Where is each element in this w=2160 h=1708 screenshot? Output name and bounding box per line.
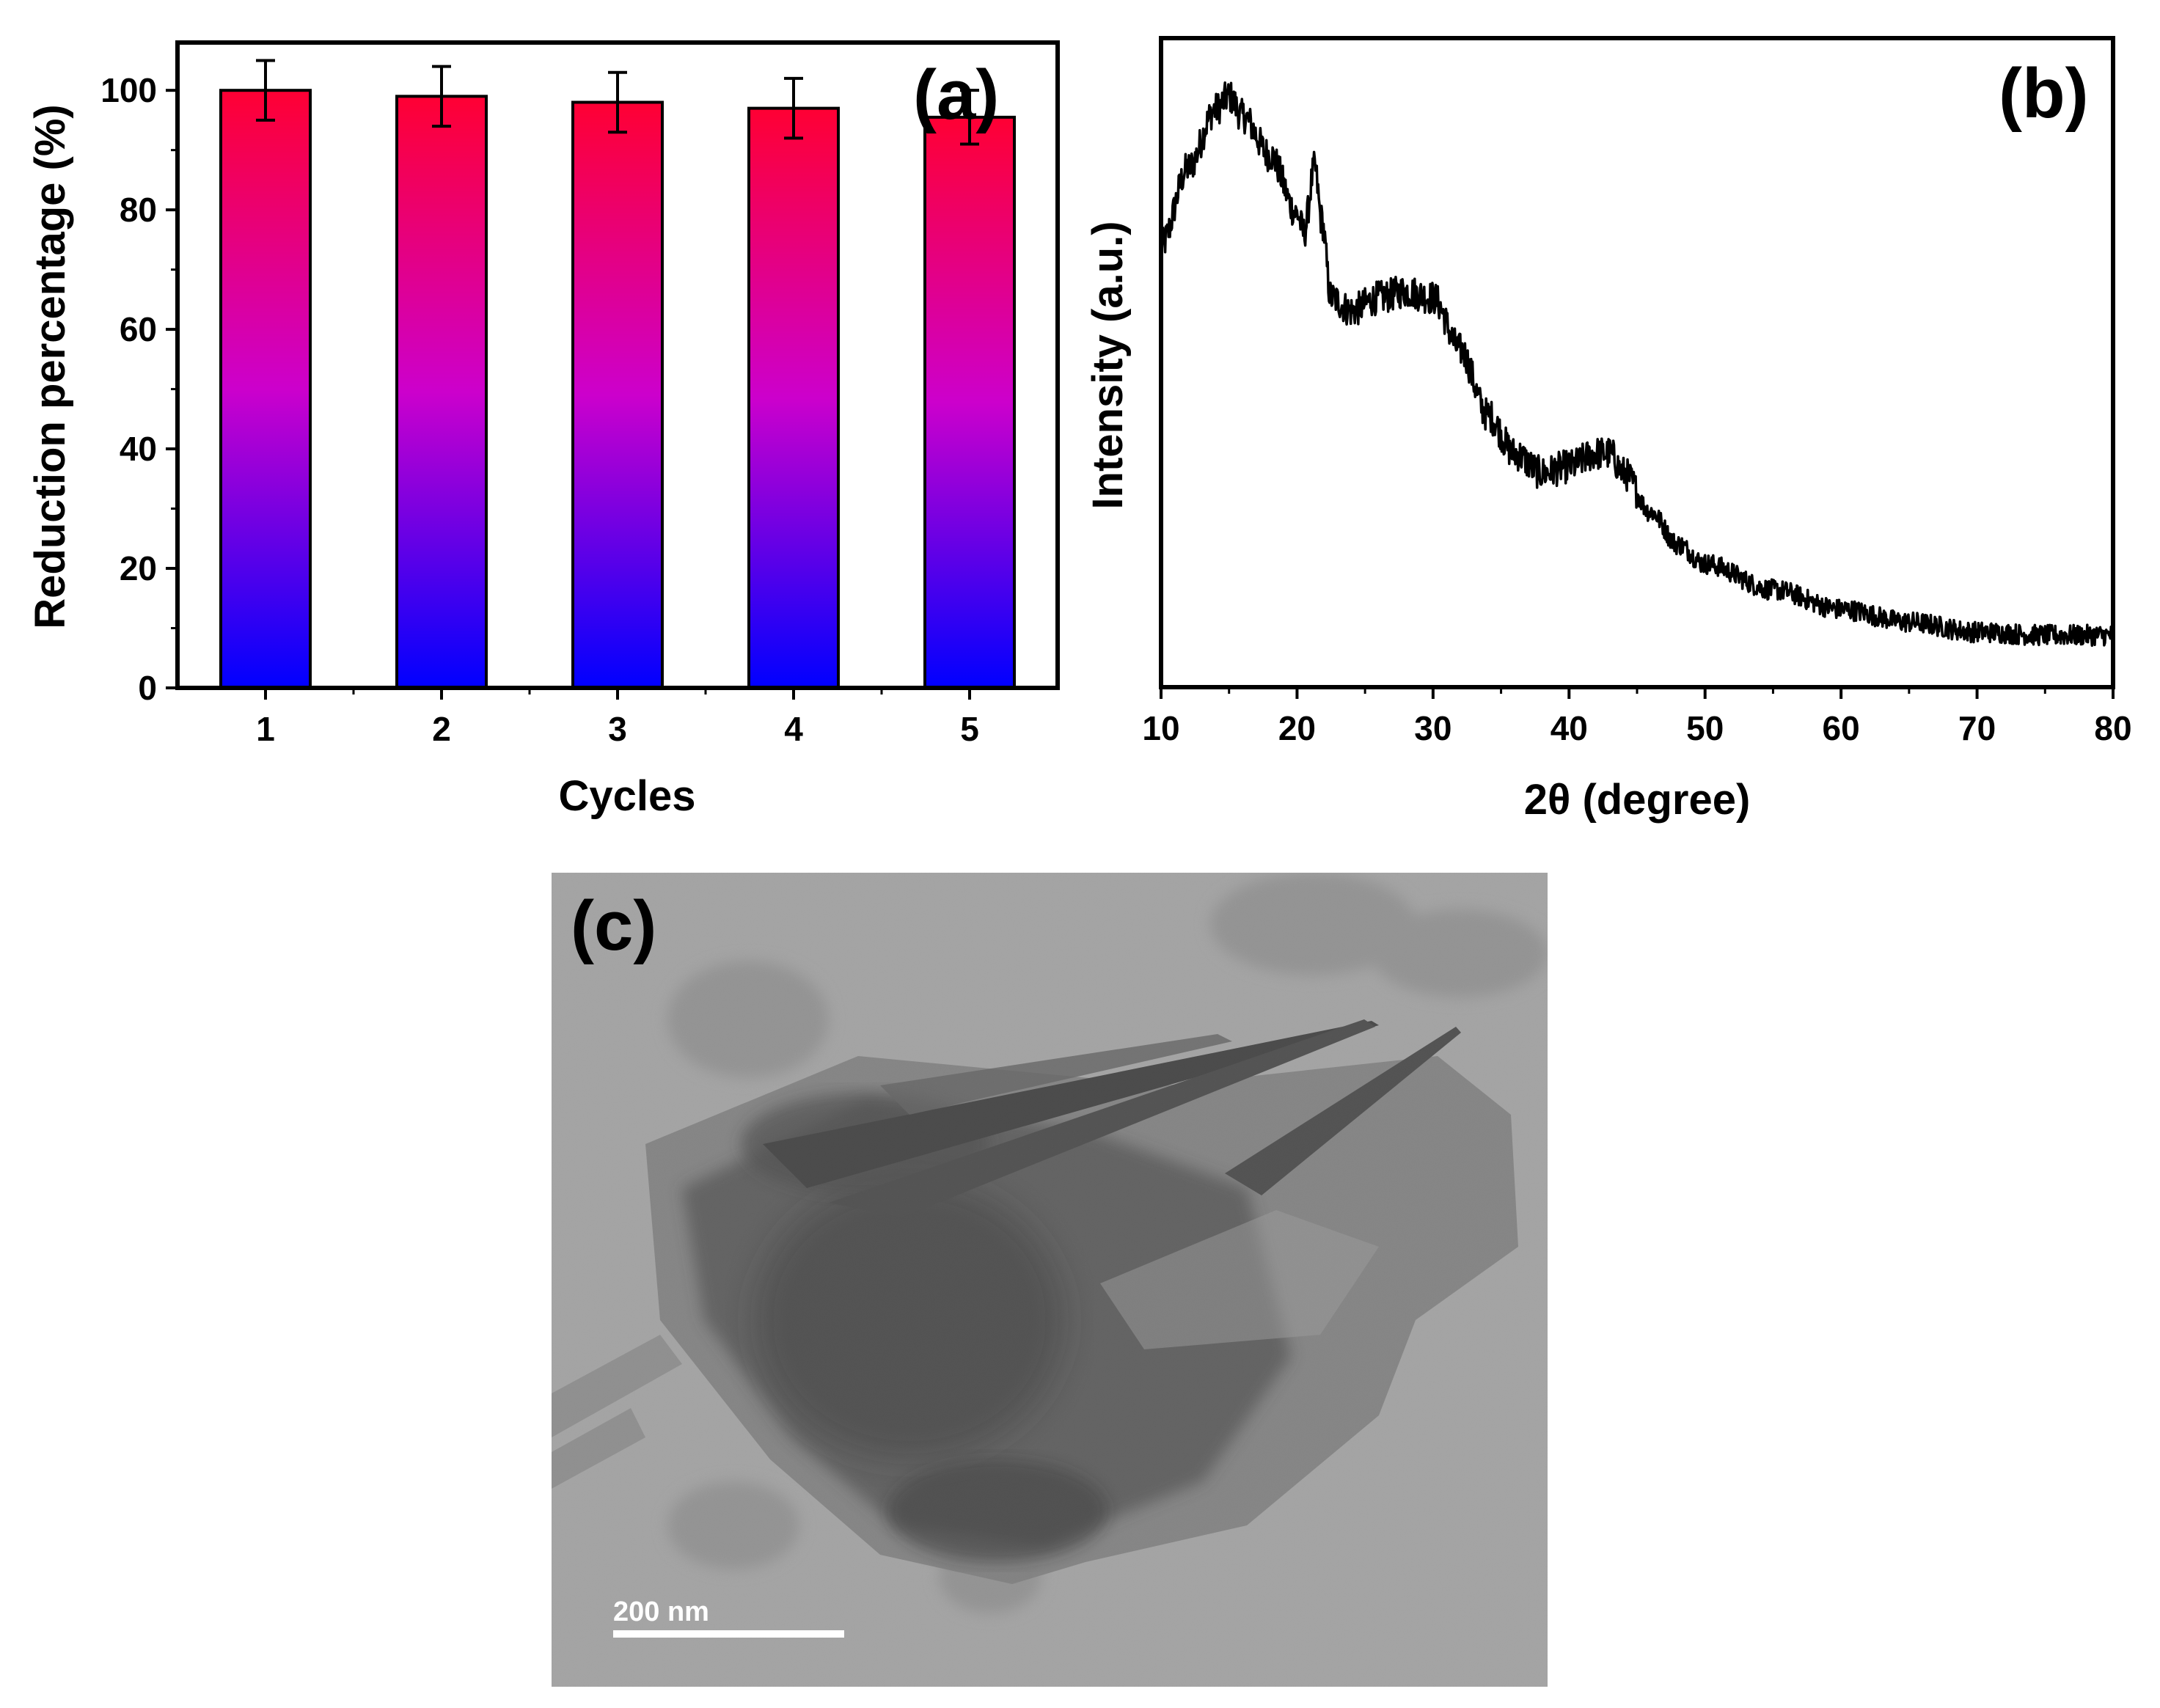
panel-b-y-axis-title: Intensity (a.u.) <box>1084 221 1132 509</box>
x-tick-label: 30 <box>1414 709 1451 747</box>
x-tick-label: 3 <box>608 710 627 748</box>
panel-a-bars <box>219 89 1016 690</box>
panel-b-axes-frame <box>1159 36 2115 689</box>
bar-cycle-5 <box>923 115 1016 689</box>
x-tick-label: 50 <box>1686 709 1724 747</box>
bar-cycle-2 <box>395 95 488 690</box>
y-tick-label: 20 <box>120 549 157 587</box>
panel-b-xrd-line <box>1160 81 2114 648</box>
panel-a-bar-chart: 1 2 3 4 5 0 20 40 60 80 100 (a) Cycles Reduction p… <box>26 40 1060 820</box>
y-tick-label: 80 <box>120 191 157 229</box>
x-tick-label: 40 <box>1551 709 1588 747</box>
panel-a-y-axis-title: Reduction percentage (%) <box>26 104 74 628</box>
panel-c-label: (c) <box>571 887 656 965</box>
x-tick-label: 2 <box>432 710 451 748</box>
bar-cycle-4 <box>747 106 840 689</box>
panel-a-error-bars <box>256 59 979 146</box>
panel-b-label: (b) <box>1999 54 2089 133</box>
panel-a-x-axis-title: Cycles <box>558 772 695 820</box>
y-tick-label: 60 <box>120 310 157 348</box>
x-tick-label: 1 <box>256 710 275 748</box>
x-tick-label: 80 <box>2094 709 2131 747</box>
x-tick-label: 4 <box>784 710 803 748</box>
panel-b-ticks: 10 20 30 40 50 60 70 80 <box>1142 687 2132 747</box>
panel-c-tem-image: 200 nm (c) <box>552 873 1548 1687</box>
y-tick-label: 40 <box>120 430 157 468</box>
tem-scale-bar <box>613 1630 844 1638</box>
x-tick-label: 5 <box>960 710 979 748</box>
bar-cycle-1 <box>219 89 312 690</box>
tem-grain <box>552 873 1548 1687</box>
x-tick-label: 20 <box>1278 709 1316 747</box>
panel-b-line-chart: 10 20 30 40 50 60 70 80 (b) 2θ (degree) Intensi… <box>1084 36 2132 824</box>
panel-a-label: (a) <box>913 56 999 134</box>
panel-b-x-axis-title: 2θ (degree) <box>1524 776 1751 824</box>
panel-a-ticks: 1 2 3 4 5 0 20 40 60 80 100 <box>100 71 979 748</box>
tem-scale-bar-label: 200 nm <box>613 1597 709 1627</box>
x-tick-label: 70 <box>1958 709 1996 747</box>
bar-cycle-3 <box>571 100 664 689</box>
x-tick-label: 10 <box>1142 709 1179 747</box>
x-tick-label: 60 <box>1823 709 1860 747</box>
y-tick-label: 100 <box>100 71 157 109</box>
y-tick-label: 0 <box>138 669 157 707</box>
